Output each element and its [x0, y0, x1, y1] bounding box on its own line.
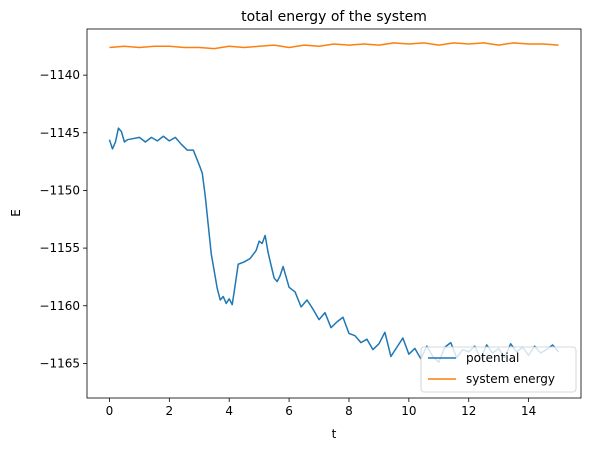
x-tick-label: 8	[345, 404, 353, 418]
legend-label-system-energy: system energy	[466, 372, 555, 386]
y-tick-label: −1165	[39, 356, 80, 370]
x-tick-label: 2	[166, 404, 174, 418]
x-axis-ticks: 0 2 4 6 8 10 12 14	[106, 398, 536, 418]
legend-box	[420, 346, 577, 393]
x-tick-label: 12	[461, 404, 476, 418]
y-tick-label: −1150	[39, 183, 80, 197]
x-tick-label: 10	[401, 404, 416, 418]
y-tick-label: −1160	[39, 299, 80, 313]
x-tick-label: 4	[225, 404, 233, 418]
legend-label-potential: potential	[466, 351, 519, 365]
y-tick-label: −1140	[39, 68, 80, 82]
chart-title: total energy of the system	[241, 9, 427, 25]
series-line-0	[108, 127, 560, 363]
y-tick-label: −1145	[39, 126, 80, 140]
x-tick-label: 14	[521, 404, 536, 418]
axes-frame	[86, 28, 582, 399]
y-tick-label: −1155	[39, 241, 80, 255]
x-tick-label: 0	[106, 404, 114, 418]
y-axis-label: E	[9, 209, 23, 217]
y-axis-ticks: −1165 −1160 −1155 −1150 −1145 −1140	[39, 68, 87, 370]
plot-series	[108, 42, 560, 363]
x-axis-label: t	[332, 427, 337, 441]
x-tick-label: 6	[285, 404, 293, 418]
legend: potential system energy	[420, 346, 577, 393]
series-line-1	[109, 42, 559, 50]
